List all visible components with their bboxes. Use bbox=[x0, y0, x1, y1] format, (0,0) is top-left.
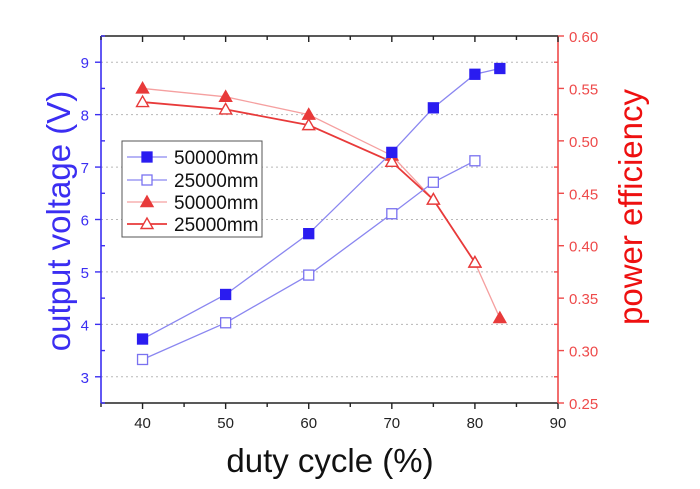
legend-marker bbox=[141, 174, 153, 186]
legend-label: 25000mm bbox=[174, 215, 259, 236]
legend-marker bbox=[141, 151, 153, 163]
data-point bbox=[219, 317, 232, 329]
series-line bbox=[142, 160, 476, 361]
data-point bbox=[135, 81, 150, 94]
data-point bbox=[469, 155, 481, 167]
data-point bbox=[469, 68, 481, 80]
y-tick-label: 8 bbox=[81, 108, 89, 125]
y2-tick-label: 0.45 bbox=[569, 186, 598, 203]
data-point bbox=[135, 94, 150, 108]
data-point bbox=[386, 208, 398, 220]
y-tick-label: 7 bbox=[81, 160, 89, 177]
data-point bbox=[386, 146, 398, 159]
y2-tick-label: 0.60 bbox=[569, 29, 598, 46]
x-tick-label: 80 bbox=[467, 415, 484, 432]
y-tick-label: 5 bbox=[81, 265, 89, 282]
x-axis-title: duty cycle (%) bbox=[226, 442, 433, 479]
data-point bbox=[136, 353, 149, 366]
y-tick-label: 6 bbox=[81, 213, 89, 230]
data-point bbox=[303, 269, 315, 281]
x-tick-label: 70 bbox=[383, 415, 400, 432]
y-axis-title: output voltage (V) bbox=[40, 91, 77, 352]
legend-item: 50000mm bbox=[127, 193, 259, 214]
legend-item: 50000mm bbox=[127, 148, 259, 169]
series-0-50000mm-square-filled bbox=[136, 62, 506, 345]
data-point bbox=[492, 310, 508, 324]
data-point bbox=[494, 62, 506, 75]
data-point bbox=[218, 89, 233, 103]
y-tick-label: 3 bbox=[81, 370, 89, 387]
data-point bbox=[301, 117, 316, 131]
x-tick-label: 40 bbox=[134, 415, 151, 432]
y2-tick-label: 0.50 bbox=[569, 134, 598, 151]
series-line bbox=[142, 101, 476, 263]
legend-item: 25000mm bbox=[127, 215, 259, 236]
tick-labels: 40 50 60 70 80 90 3 4 5 6 7 8 9 0.25 0.30 0.35 0.40 0.45 0… bbox=[81, 29, 599, 432]
x-tick-label: 90 bbox=[550, 415, 567, 432]
legend-label: 50000mm bbox=[174, 148, 259, 169]
series-3-25000mm-triangle-open bbox=[135, 94, 483, 268]
y2-axis-title: power efficiency bbox=[612, 88, 649, 325]
legend-marker bbox=[139, 216, 155, 230]
x-tick-label: 60 bbox=[300, 415, 317, 432]
series-1-25000mm-square-open bbox=[136, 155, 481, 366]
data-point bbox=[427, 102, 440, 114]
y-tick-label: 4 bbox=[81, 317, 89, 334]
axis-ticks bbox=[95, 35, 564, 409]
y2-tick-label: 0.55 bbox=[569, 81, 598, 98]
data-point bbox=[426, 192, 441, 205]
data-point bbox=[427, 176, 440, 188]
legend-label: 50000mm bbox=[174, 193, 259, 214]
legend-label: 25000mm bbox=[174, 171, 259, 192]
x-tick-label: 50 bbox=[217, 415, 234, 432]
y2-tick-label: 0.40 bbox=[569, 239, 598, 256]
data-point bbox=[303, 228, 315, 240]
legend-item: 25000mm bbox=[127, 171, 259, 192]
data-point bbox=[218, 101, 233, 115]
y2-tick-label: 0.30 bbox=[569, 344, 598, 361]
y2-tick-label: 0.25 bbox=[569, 396, 598, 413]
data-point bbox=[467, 255, 483, 268]
data-point bbox=[219, 288, 232, 301]
y2-tick-label: 0.35 bbox=[569, 291, 598, 308]
data-point bbox=[384, 154, 400, 168]
data-point bbox=[136, 333, 149, 345]
series-layer bbox=[135, 62, 508, 366]
y-tick-label: 9 bbox=[81, 55, 89, 72]
legend-marker bbox=[139, 194, 155, 208]
